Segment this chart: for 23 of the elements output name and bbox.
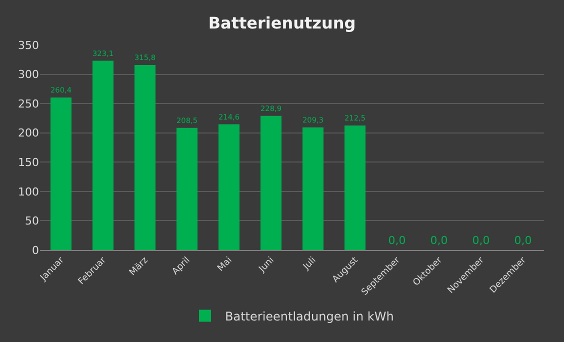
- data-label: 0,0: [388, 234, 406, 247]
- y-tick-label: 50: [25, 214, 39, 228]
- y-tick-label: 250: [18, 97, 39, 110]
- bar: [176, 128, 198, 250]
- chart-title: Batterienutzung: [208, 13, 356, 32]
- bar: [218, 124, 240, 250]
- y-tick-label: 350: [18, 38, 39, 52]
- data-label: 0,0: [472, 234, 490, 247]
- bar: [134, 65, 156, 250]
- x-tick-label: Mai: [216, 256, 234, 274]
- bar: [50, 97, 72, 250]
- bar: [344, 126, 366, 250]
- data-label: 0,0: [514, 234, 532, 247]
- legend-label: Batterieentladungen in kWh: [225, 309, 394, 324]
- y-tick-label: 200: [18, 126, 39, 140]
- y-tick-label: 150: [18, 156, 39, 169]
- bar: [302, 127, 324, 250]
- data-label: 0,0: [430, 234, 448, 247]
- y-tick-label: 300: [18, 68, 39, 82]
- y-tick-label: 0: [32, 244, 39, 257]
- bar: [260, 116, 282, 250]
- y-tick-label: 100: [18, 185, 39, 198]
- bar: [92, 60, 114, 250]
